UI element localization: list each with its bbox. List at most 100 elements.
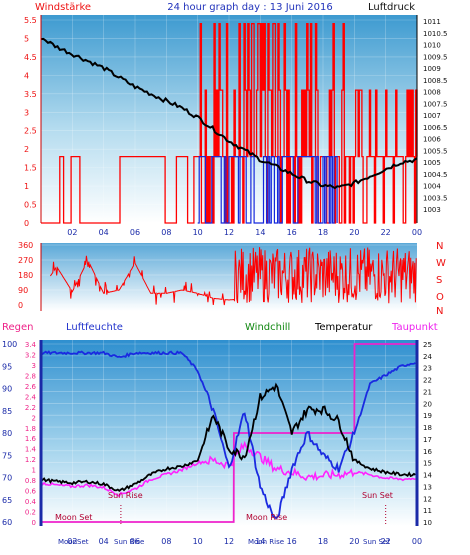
sun-rise-label: Sun Rise (108, 491, 143, 500)
wind-tick-label: 5.5 (24, 16, 37, 25)
pressure-tick-label: 1007.5 (423, 100, 448, 108)
wind-hour-tick: 16 (287, 228, 297, 237)
temperature-tick-label: 21 (423, 388, 432, 396)
rain-tick-label: 0.6 (25, 488, 37, 496)
temperature-tick-label: 15 (423, 460, 432, 468)
compass-n-bottom: N (436, 306, 443, 317)
wind-hour-tick: 12 (224, 228, 234, 237)
sun-set-label: Sun Set (362, 491, 393, 500)
temperature-tick-label: 24 (423, 353, 432, 361)
rain-tick-label: 0 (32, 519, 36, 527)
pressure-series (40, 37, 418, 190)
wind-axis-title: Windstärke (35, 2, 91, 13)
wind-tick-label: 5 (24, 34, 29, 43)
temp-hour-tick: 20 (349, 537, 359, 546)
temperature-tick-label: 10 (423, 519, 432, 527)
wind-hour-tick: 08 (161, 228, 171, 237)
humidity-tick-label: 80 (2, 429, 12, 438)
wind-tick-label: 4.5 (24, 53, 37, 62)
temperature-tick-label: 23 (423, 365, 432, 373)
rain-tick-label: 3.4 (25, 341, 37, 349)
compass-w: W (436, 258, 446, 269)
temperature-tick-label: 19 (423, 412, 432, 420)
temp-hour-tick: 08 (161, 537, 171, 546)
temp-hour-tick: 10 (193, 537, 203, 546)
rain-tick-label: 3 (32, 362, 36, 370)
pressure-tick-label: 1004 (423, 183, 441, 191)
moon-set-label: Moon Set (55, 513, 92, 522)
humidity-tick-label: 100 (2, 340, 17, 349)
temp-hour-tick: 12 (224, 537, 234, 546)
direction-tick-label: 0 (18, 301, 23, 310)
legend-humidity: Luftfeuchte (66, 322, 123, 333)
legend-windchill: Windchill (245, 322, 290, 333)
temp-hour-tick: 04 (99, 537, 109, 546)
pressure-tick-label: 1005 (423, 159, 441, 167)
pressure-tick-label: 1003 (423, 206, 441, 214)
rain-tick-label: 1.4 (25, 446, 37, 454)
wind-tick-label: 1.5 (24, 164, 37, 173)
wind-tick-label: 1 (24, 182, 29, 191)
moon-set-bottom-label: MoonSet (58, 538, 89, 546)
wind-tick-label: 4 (24, 71, 29, 80)
temperature-tick-label: 17 (423, 436, 432, 444)
compass-n-top: N (436, 241, 443, 252)
humidity-tick-label: 90 (2, 385, 12, 394)
temperature-series (40, 382, 416, 492)
rain-tick-label: 1 (32, 467, 36, 475)
wind-tick-label: 2.5 (24, 127, 37, 136)
temperature-tick-label: 22 (423, 377, 432, 385)
wind-direction-series (49, 247, 417, 306)
rain-tick-label: 1.2 (25, 456, 36, 464)
rain-tick-label: 3.2 (25, 351, 36, 359)
temperature-tick-label: 12 (423, 495, 432, 503)
pressure-axis-title: Luftdruck (368, 2, 415, 13)
temp-hour-tick: 22 (381, 537, 391, 546)
graph-title: 24 hour graph day : 13 Juni 2016 (167, 2, 333, 13)
wind-hour-tick: 00 (412, 228, 422, 237)
wind-tick-label: 2 (24, 145, 29, 154)
wind-hour-tick: 18 (318, 228, 328, 237)
rain-tick-label: 2.2 (25, 404, 36, 412)
rain-tick-label: 1.6 (25, 435, 37, 443)
rain-tick-label: 0.4 (25, 498, 37, 506)
rain-tick-label: 2.8 (25, 372, 36, 380)
temperature-tick-label: 13 (423, 483, 432, 491)
direction-tick-label: 270 (18, 256, 33, 265)
legend-dewpoint: Taupunkt (391, 322, 438, 333)
wind-hour-tick: 02 (67, 228, 77, 237)
pressure-tick-label: 1006.5 (423, 124, 448, 132)
pressure-tick-label: 1006 (423, 136, 441, 144)
temp-hour-tick: 02 (67, 537, 77, 546)
sun-set-bottom-label: Sun Set (363, 538, 390, 546)
wind-tick-label: 0 (24, 219, 29, 228)
wind-hour-tick: 20 (349, 228, 359, 237)
humidity-tick-label: 95 (2, 362, 12, 371)
rain-series (41, 343, 417, 523)
sun-rise-bottom-label: Sun Rise (114, 538, 144, 546)
pressure-tick-label: 1008.5 (423, 77, 448, 85)
wind-hour-tick: 06 (130, 228, 140, 237)
wind-gust-series (41, 23, 418, 224)
compass-o: O (436, 292, 444, 303)
temp-hour-tick: 06 (130, 537, 140, 546)
temp-hour-tick: 14 (255, 537, 265, 546)
moon-rise-label: Moon Rise (246, 513, 287, 522)
wind-hour-tick: 04 (99, 228, 109, 237)
direction-tick-label: 360 (18, 241, 33, 250)
temperature-tick-label: 20 (423, 400, 432, 408)
pressure-tick-label: 1009.5 (423, 53, 448, 61)
pressure-tick-label: 1004.5 (423, 171, 448, 179)
temperature-tick-label: 14 (423, 472, 432, 480)
rain-tick-label: 0.2 (25, 509, 36, 517)
temperature-tick-label: 18 (423, 424, 432, 432)
temp-hour-tick: 18 (318, 537, 328, 546)
moon-rise-bottom-label: Moon Rise (248, 538, 284, 546)
rain-tick-label: 2 (32, 414, 36, 422)
pressure-tick-label: 1003.5 (423, 194, 448, 202)
wind-average-series (197, 156, 338, 224)
pressure-tick-label: 1005.5 (423, 147, 448, 155)
pressure-tick-label: 1007 (423, 112, 441, 120)
